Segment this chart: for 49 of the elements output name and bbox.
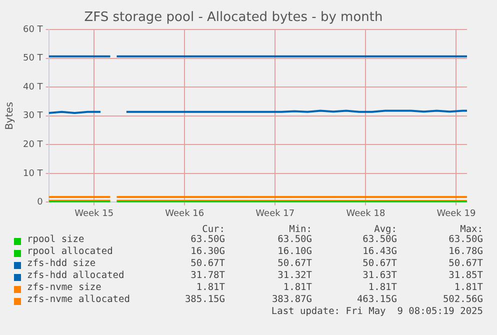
text: 63.50G	[362, 234, 397, 245]
legend-label: rpool allocated	[27, 246, 113, 257]
legend-label: zfs-hdd size	[27, 258, 96, 269]
y-tick-label: 0	[37, 198, 44, 208]
y-tick-label: 30 T	[23, 111, 44, 122]
text: Avg:	[374, 224, 397, 235]
text: 50.67T	[190, 258, 225, 269]
text: Last update: Fri May 9 08:05:19 2025	[271, 306, 483, 317]
text: 63.50G	[190, 234, 225, 245]
legend-label: zfs-nvme size	[27, 282, 102, 293]
y-tick-label: 40 T	[23, 82, 44, 92]
legend-label: rpool size	[27, 234, 84, 245]
y-tick-label: 20 T	[23, 140, 44, 150]
text: 50.67T	[278, 258, 312, 269]
text: 50.67T	[362, 258, 397, 269]
y-tick-label: 10 T	[23, 168, 44, 179]
text: 16.78G	[448, 246, 483, 257]
text: 16.10G	[278, 246, 312, 257]
text: 31.85T	[448, 270, 483, 281]
text: 63.50G	[278, 234, 312, 245]
y-axis-title: Bytes	[4, 102, 16, 130]
text: 50.67T	[448, 258, 483, 269]
text: 31.32T	[278, 270, 312, 281]
text: 463.15G	[356, 294, 397, 305]
text: 385.15G	[184, 294, 225, 305]
text: 1.81T	[283, 282, 312, 293]
x-tick-label: Week 17	[256, 208, 295, 219]
text: Cur:	[202, 224, 225, 235]
x-tick-label: Week 19	[436, 208, 476, 219]
legend-label: zfs-nvme allocated	[27, 294, 130, 305]
text: 1.81T	[368, 282, 397, 293]
text: 16.30G	[190, 246, 225, 257]
text: 31.63T	[362, 270, 397, 281]
y-tick-label: 60 T	[23, 24, 44, 35]
text: 63.50G	[448, 234, 483, 245]
text: 1.81T	[454, 282, 483, 293]
chart-title: ZFS storage pool - Allocated bytes - by month	[84, 10, 383, 26]
x-tick-label: Week 15	[74, 208, 114, 219]
y-tick-label: 50 T	[23, 54, 44, 64]
text: Max:	[460, 224, 483, 235]
x-tick-label: Week 18	[346, 208, 386, 219]
text: 31.78T	[190, 270, 225, 281]
text: 16.43G	[362, 246, 397, 257]
text: 1.81T	[196, 282, 225, 293]
text: 383.87G	[272, 294, 312, 305]
legend-label: zfs-hdd allocated	[27, 270, 124, 281]
text: Min:	[289, 224, 312, 235]
text: 502.56G	[442, 294, 483, 305]
x-tick-label: Week 16	[165, 208, 204, 219]
